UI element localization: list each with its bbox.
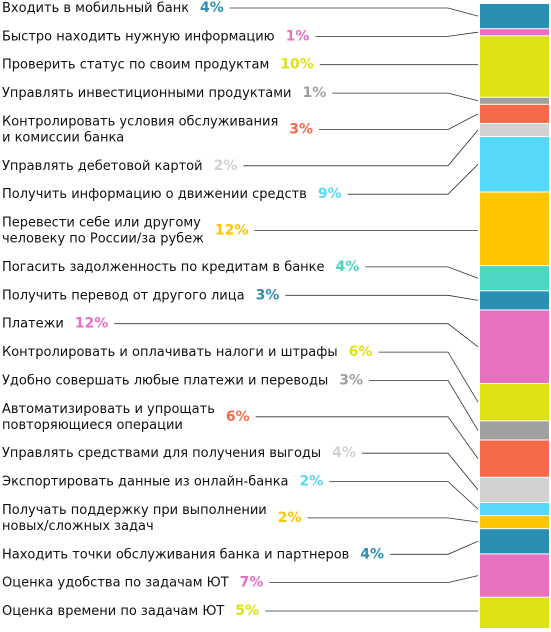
percent-label-8: 12% [215, 223, 249, 239]
bar-segment-8 [480, 192, 549, 266]
percent-label-2: 1% [286, 28, 310, 44]
percent-label-20: 5% [235, 603, 259, 619]
percent-label-18: 4% [360, 546, 384, 562]
bar-segment-10 [480, 291, 549, 310]
leader-line-14 [255, 416, 479, 459]
leader-line-15 [362, 452, 479, 491]
task-label-2: Быстро находить нужную информацию [2, 29, 275, 44]
bar-segment-20 [480, 597, 549, 628]
bar-segment-14 [480, 440, 549, 477]
leader-line-13 [369, 379, 479, 431]
bar-segment-16 [480, 503, 549, 516]
task-label-19: Оценка удобства по задачам ЮТ [2, 576, 229, 591]
task-label-12: Контролировать и оплачивать налоги и штр… [2, 345, 338, 360]
bar-segment-2 [480, 29, 549, 36]
percent-label-12: 6% [349, 344, 373, 360]
bar-segment-17 [480, 516, 549, 529]
bar-segment-1 [480, 4, 549, 29]
task-label-14-line-2: повторяющиеся операции [2, 418, 183, 433]
percent-label-13: 3% [339, 372, 363, 388]
leader-line-10 [285, 294, 479, 301]
leader-line-11 [114, 323, 479, 348]
task-label-13: Удобно совершать любые платежи и перевод… [2, 373, 328, 388]
task-label-6: Управлять дебетовой картой [2, 159, 203, 174]
percent-label-19: 7% [240, 575, 264, 591]
bar-segment-9 [480, 266, 549, 291]
task-label-10: Получить перевод от другого лица [2, 288, 245, 303]
percent-label-6: 2% [214, 158, 238, 174]
task-label-18: Находить точки обслуживания банка и парт… [2, 547, 349, 562]
bar-segment-6 [480, 123, 549, 137]
task-label-9: Погасить задолженность по кредитам в бан… [2, 260, 325, 275]
leader-line-1 [229, 7, 479, 17]
bar-segment-12 [480, 384, 549, 421]
bar-segment-7 [480, 137, 549, 192]
task-label-14-line-1: Автоматизировать и упрощать [2, 402, 215, 417]
bar-segment-4 [480, 97, 549, 104]
percent-label-1: 4% [200, 0, 224, 16]
bar-segment-3 [480, 36, 549, 97]
task-label-1: Входить в мобильный банк [2, 1, 189, 16]
task-label-20: Оценка времени по задачам ЮТ [2, 604, 224, 619]
bar-segment-5 [480, 104, 549, 123]
task-label-17-line-1: Получать поддержку при выполнении [2, 503, 267, 518]
task-label-11: Платежи [2, 317, 64, 332]
leader-line-5 [319, 113, 479, 130]
percent-label-3: 10% [280, 57, 314, 73]
percent-label-17: 2% [278, 510, 302, 526]
task-label-16: Экспортировать данные из онлайн-банка [2, 475, 289, 490]
leader-line-7 [347, 164, 479, 195]
task-label-3: Проверить статус по своим продуктам [2, 58, 269, 73]
leader-line-12 [378, 351, 479, 403]
bar-segment-15 [480, 477, 549, 502]
percent-label-5: 3% [289, 121, 313, 137]
task-label-17-line-2: новых/сложных задач [2, 519, 154, 534]
leader-line-16 [329, 481, 479, 510]
leader-line-4 [332, 92, 479, 102]
percent-label-9: 4% [336, 259, 360, 275]
task-label-8-line-1: Перевести себе или другому [2, 216, 201, 231]
percent-label-4: 1% [303, 85, 327, 101]
task-label-15: Управлять средствами для получения выгод… [2, 446, 321, 461]
leader-line-2 [315, 31, 479, 37]
task-label-7: Получить информацию о движении средств [2, 187, 307, 202]
percent-label-7: 9% [318, 186, 342, 202]
bar-segment-19 [480, 554, 549, 597]
percent-label-10: 3% [256, 287, 280, 303]
bar-segment-18 [480, 529, 549, 554]
leader-line-9 [365, 266, 479, 279]
task-label-8-line-2: человеку по России/за рубеж [2, 232, 204, 247]
leader-line-17 [307, 517, 479, 523]
bar-segment-11 [480, 310, 549, 384]
bar-segment-13 [480, 421, 549, 440]
leader-line-18 [390, 540, 479, 555]
leader-line-19 [269, 575, 479, 583]
percent-label-16: 2% [300, 474, 324, 490]
task-label-5-line-1: Контролировать условия обслуживания [2, 114, 278, 129]
percent-label-14: 6% [226, 409, 250, 425]
percent-label-15: 4% [332, 445, 356, 461]
percent-label-11: 12% [75, 316, 109, 332]
task-label-4: Управлять инвестиционными продуктами [2, 86, 292, 101]
task-label-5-line-2: и комиссии банка [2, 130, 124, 145]
leader-line-6 [243, 129, 479, 167]
